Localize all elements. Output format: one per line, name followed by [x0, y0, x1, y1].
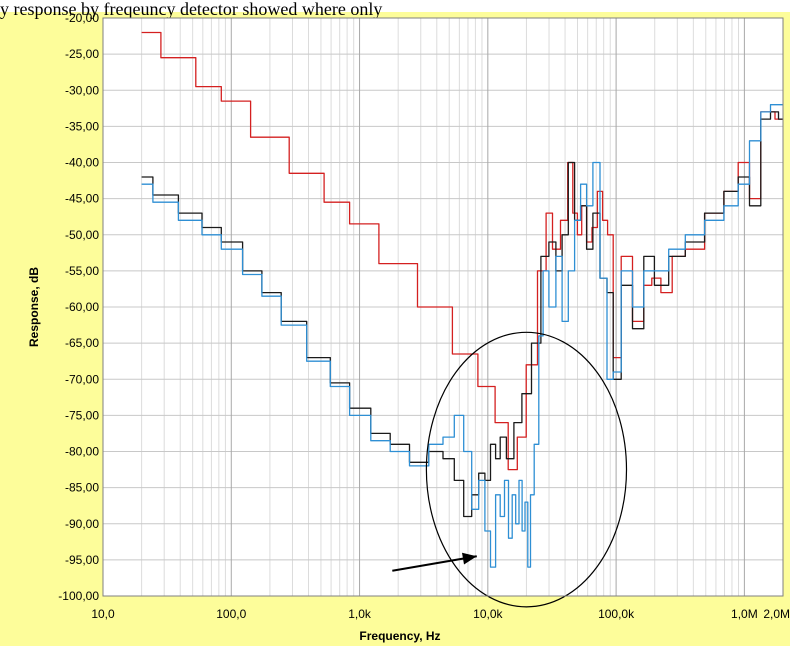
y-tick-label: -75,00 [65, 408, 99, 422]
x-tick-labels: 10,0 100,0 1,0k 10,0k 100,0k 1,0M 2,0M [91, 607, 790, 621]
x-tick-label: 100,0 [216, 607, 246, 621]
y-tick-label: -50,00 [65, 228, 99, 242]
y-tick-label: -70,00 [65, 372, 99, 386]
header-caption: y response by freqeuncy detector showed … [0, 0, 382, 19]
annotation-arrow-shaft [392, 555, 477, 572]
y-tick-label: -85,00 [65, 481, 99, 495]
x-tick-label: 100,0k [598, 607, 635, 621]
x-tick-label: 10,0k [473, 607, 503, 621]
y-tick-label: -65,00 [65, 336, 99, 350]
y-tick-label: -55,00 [65, 264, 99, 278]
y-tick-label: -35,00 [65, 119, 99, 133]
x-axis-title: Frequency, Hz [359, 629, 440, 643]
x-tick-label: 2,0M [763, 607, 790, 621]
series-layer [141, 31, 783, 568]
y-tick-label: -40,00 [65, 156, 99, 170]
y-axis-title: Response, dB [27, 267, 41, 347]
x-tick-label: 10,0 [91, 607, 115, 621]
annotation-layer [392, 331, 628, 608]
y-tick-label: -20,00 [65, 11, 99, 25]
x-tick-label: 1,0M [731, 607, 758, 621]
y-tick-label: -45,00 [65, 192, 99, 206]
y-tick-label: -25,00 [65, 47, 99, 61]
y-tick-label: -90,00 [65, 517, 99, 531]
y-tick-label: -30,00 [65, 83, 99, 97]
y-tick-label: -80,00 [65, 445, 99, 459]
y-tick-label: -60,00 [65, 300, 99, 314]
plot-border [102, 17, 784, 597]
series-line-3 [141, 104, 783, 568]
y-tick-label: -95,00 [65, 553, 99, 567]
y-tick-labels: -20,00 -25,00 -30,00 -35,00 -40,00 -45,00 -50,… [58, 11, 99, 603]
highlight-ellipse [425, 331, 628, 608]
y-tick-label: -100,00 [58, 589, 99, 603]
annotation-arrow-head [462, 552, 477, 565]
x-tick-label: 1,0k [348, 607, 372, 621]
